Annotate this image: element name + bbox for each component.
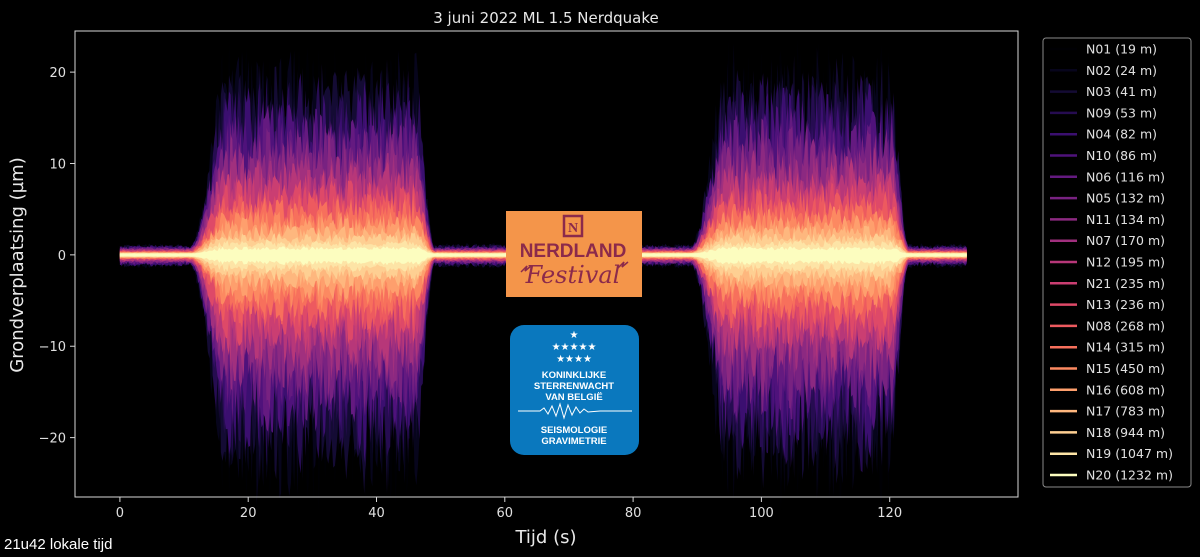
- chart-title: 3 juni 2022 ML 1.5 Nerdquake: [433, 9, 659, 27]
- observatory-line4: SEISMOLOGIE: [541, 425, 608, 436]
- y-tick-label: 0: [58, 249, 66, 264]
- legend-entry: N07 (170 m): [1086, 233, 1165, 248]
- x-tick-label: 40: [368, 506, 385, 521]
- observatory-line1: KONINKLIJKE: [542, 370, 606, 381]
- x-tick-label: 20: [240, 506, 257, 521]
- observatory-line2: STERRENWACHT: [534, 381, 614, 392]
- festival-logo-bottom: Festival: [525, 261, 621, 289]
- seismogram-icon: [518, 402, 632, 420]
- local-time-note: 21u42 lokale tijd: [4, 536, 113, 553]
- x-tick-label: 120: [877, 506, 902, 521]
- legend-entry: N17 (783 m): [1086, 404, 1165, 419]
- plot-area: [119, 37, 967, 515]
- legend-entry: N11 (134 m): [1086, 212, 1165, 227]
- koninklijke-sterrenwacht-logo: ★ ★★★★★ ★★★★ KONINKLIJKE STERRENWACHT VA…: [510, 325, 639, 455]
- observatory-line3: VAN BELGIË: [545, 392, 602, 403]
- legend-entry: N14 (315 m): [1086, 340, 1165, 355]
- legend-entry: N18 (944 m): [1086, 425, 1165, 440]
- nerdland-festival-logo: N NERDLAND Festival: [506, 211, 642, 297]
- x-tick-label: 80: [625, 506, 642, 521]
- legend-entry: N02 (24 m): [1086, 63, 1157, 78]
- legend-entry: N10 (86 m): [1086, 148, 1157, 163]
- star-icon: ★: [570, 330, 579, 341]
- legend-entry: N01 (19 m): [1086, 42, 1157, 57]
- x-tick-label: 100: [749, 506, 774, 521]
- legend-entry: N12 (195 m): [1086, 255, 1165, 270]
- legend-entry: N09 (53 m): [1086, 105, 1157, 120]
- observatory-line5: GRAVIMETRIE: [541, 436, 606, 447]
- y-tick-label: 10: [49, 157, 66, 172]
- y-tick-label: 20: [49, 66, 66, 81]
- legend-entry: N20 (1232 m): [1086, 468, 1173, 483]
- legend-entry: N21 (235 m): [1086, 276, 1165, 291]
- x-axis-label: Tijd (s): [514, 527, 576, 548]
- star-icon: ★★★★: [556, 354, 592, 365]
- legend-entry: N19 (1047 m): [1086, 446, 1173, 461]
- legend-entry: N16 (608 m): [1086, 382, 1165, 397]
- y-tick-label: −10: [39, 340, 66, 355]
- svg-text:N: N: [568, 221, 578, 236]
- x-tick-label: 0: [116, 506, 124, 521]
- x-tick-label: 60: [497, 506, 514, 521]
- legend-box: [1042, 37, 1192, 488]
- legend-entry: N13 (236 m): [1086, 297, 1165, 312]
- festival-logo-top: NERDLAND: [520, 241, 627, 262]
- y-axis-label: Grondverplaatsing (µm): [7, 157, 28, 372]
- legend-entry: N04 (82 m): [1086, 127, 1157, 142]
- legend-entry: N05 (132 m): [1086, 191, 1165, 206]
- legend: N01 (19 m) N02 (24 m) N03 (41 m) N09 (53 m)…: [1042, 37, 1192, 488]
- legend-entry: N08 (268 m): [1086, 318, 1165, 333]
- legend-entry: N03 (41 m): [1086, 84, 1157, 99]
- star-icon: ★★★★★: [552, 342, 597, 353]
- plot-frame: [74, 30, 1019, 498]
- y-tick-label: −20: [39, 432, 66, 447]
- legend-entry: N15 (450 m): [1086, 361, 1165, 376]
- legend-entry: N06 (116 m): [1086, 169, 1165, 184]
